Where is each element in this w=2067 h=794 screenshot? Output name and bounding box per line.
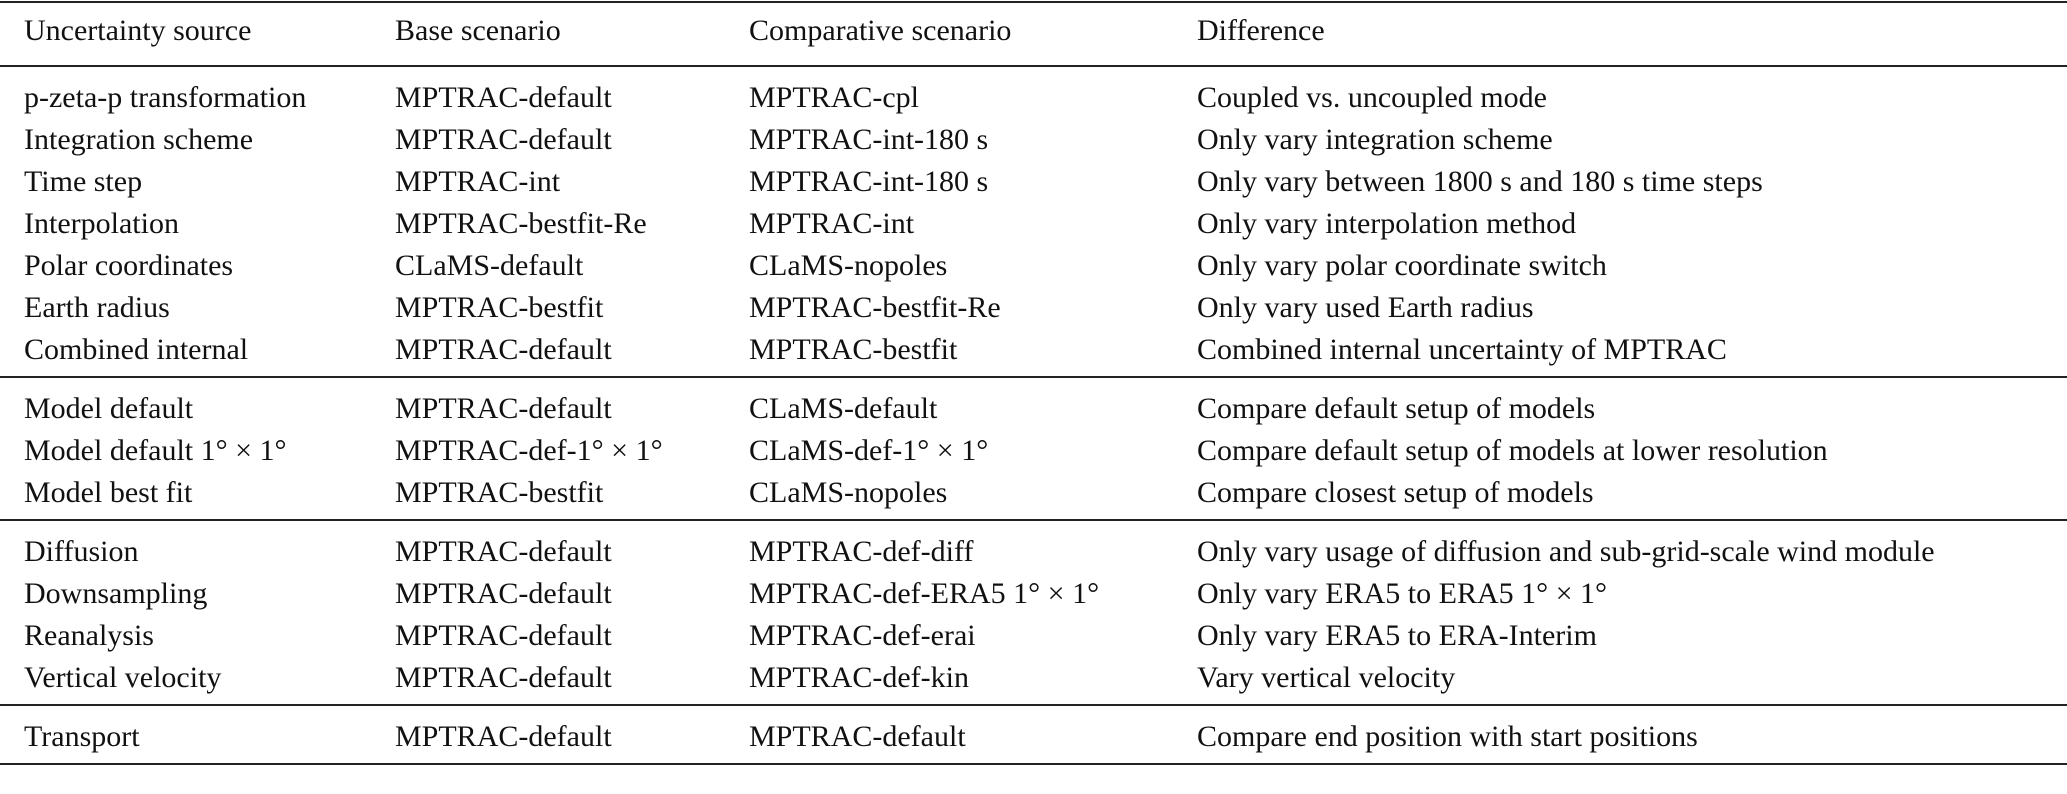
table-cell: Model best fit [24,476,193,509]
table-cell: MPTRAC-bestfit [395,476,604,509]
table-cell: MPTRAC-def-diff [749,535,974,568]
table-cell: MPTRAC-bestfit [749,333,958,366]
table-cell: MPTRAC-int-180 s [749,165,989,198]
table-cell: Only vary ERA5 to ERA5 1° × 1° [1197,577,1608,610]
table-cell: MPTRAC-bestfit [395,291,604,324]
table-cell: Combined internal uncertainty of MPTRAC [1197,333,1727,366]
table-cell: CLaMS-nopoles [749,249,948,282]
table-cell: MPTRAC-def-1° × 1° [395,434,663,467]
table-cell: MPTRAC-int-180 s [749,123,989,156]
header-cell: Comparative scenario [749,14,1012,47]
table-cell: Reanalysis [24,619,154,652]
table-rule [0,1,2067,3]
header-cell: Base scenario [395,14,561,47]
table-cell: Vary vertical velocity [1197,661,1456,694]
table-rule [0,376,2067,378]
table-cell: MPTRAC-bestfit-Re [395,207,647,240]
table-rule [0,704,2067,706]
table-cell: Only vary interpolation method [1197,207,1577,240]
table-cell: MPTRAC-default [395,535,612,568]
table-cell: MPTRAC-default [395,720,612,753]
table-cell: MPTRAC-def-kin [749,661,969,694]
table-cell: MPTRAC-bestfit-Re [749,291,1001,324]
table-cell: MPTRAC-int [395,165,561,198]
table-rule [0,65,2067,67]
table-cell: Coupled vs. uncoupled mode [1197,81,1547,114]
table-cell: MPTRAC-def-erai [749,619,976,652]
table-cell: MPTRAC-default [395,81,612,114]
table-cell: Interpolation [24,207,179,240]
table-cell: Compare end position with start position… [1197,720,1698,753]
table-cell: MPTRAC-default [395,661,612,694]
table-cell: Polar coordinates [24,249,234,282]
table-cell: CLaMS-default [749,392,938,425]
table-cell: Integration scheme [24,123,254,156]
table-cell: Only vary usage of diffusion and sub-gri… [1197,535,1935,568]
table-cell: Vertical velocity [24,661,222,694]
table-cell: Time step [24,165,143,198]
table-cell: MPTRAC-default [395,123,612,156]
table-cell: MPTRAC-def-ERA5 1° × 1° [749,577,1100,610]
table-cell: Compare default setup of models [1197,392,1596,425]
table-cell: Diffusion [24,535,139,568]
table-cell: MPTRAC-cpl [749,81,920,114]
table-cell: Model default 1° × 1° [24,434,287,467]
table-cell: Combined internal [24,333,249,366]
table-cell: Compare default setup of models at lower… [1197,434,1828,467]
table-cell: MPTRAC-default [749,720,966,753]
table-cell: MPTRAC-default [395,619,612,652]
table-cell: Transport [24,720,140,753]
table-cell: p-zeta-p transformation [24,81,307,114]
table-cell: Only vary ERA5 to ERA-Interim [1197,619,1597,652]
table-cell: CLaMS-def-1° × 1° [749,434,989,467]
table-cell: MPTRAC-default [395,577,612,610]
table-cell: MPTRAC-default [395,392,612,425]
table-cell: Only vary polar coordinate switch [1197,249,1607,282]
header-cell: Uncertainty source [24,14,252,47]
table-cell: Only vary between 1800 s and 180 s time … [1197,165,1763,198]
table-cell: Only vary integration scheme [1197,123,1553,156]
table-rule [0,763,2067,765]
table-cell: Model default [24,392,194,425]
table-cell: Compare closest setup of models [1197,476,1594,509]
table-rule [0,519,2067,521]
table-cell: CLaMS-nopoles [749,476,948,509]
header-cell: Difference [1197,14,1325,47]
table-cell: CLaMS-default [395,249,584,282]
table-cell: MPTRAC-default [395,333,612,366]
table-cell: Earth radius [24,291,170,324]
table-cell: Only vary used Earth radius [1197,291,1534,324]
table-cell: MPTRAC-int [749,207,915,240]
table-cell: Downsampling [24,577,208,610]
